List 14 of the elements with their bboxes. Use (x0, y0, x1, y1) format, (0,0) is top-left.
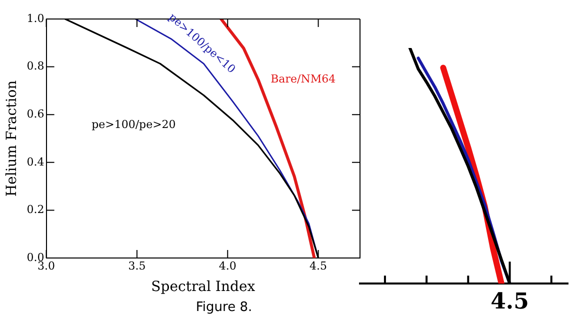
series-label: Bare/NM64 (270, 72, 336, 86)
text: pe>100/pe>20 (92, 118, 176, 132)
y-tick-label: 1.0 (26, 12, 44, 25)
y-axis-title: Helium Fraction (4, 80, 20, 197)
x-axis-title: Spectral Index (151, 279, 256, 296)
y-tick-label: 0.8 (26, 60, 44, 73)
x-tick-label: 3.5 (128, 259, 146, 272)
x-tick-label: 4.5 (310, 259, 328, 272)
text: 4.5 (490, 288, 529, 314)
y-tick-label: 0.4 (26, 155, 44, 168)
x-tick-label: 4.0 (218, 259, 236, 272)
y-tick-label: 0.2 (26, 203, 44, 216)
caption: Figure 8. (194, 300, 254, 315)
y-tick-label: 0.6 (26, 107, 44, 120)
